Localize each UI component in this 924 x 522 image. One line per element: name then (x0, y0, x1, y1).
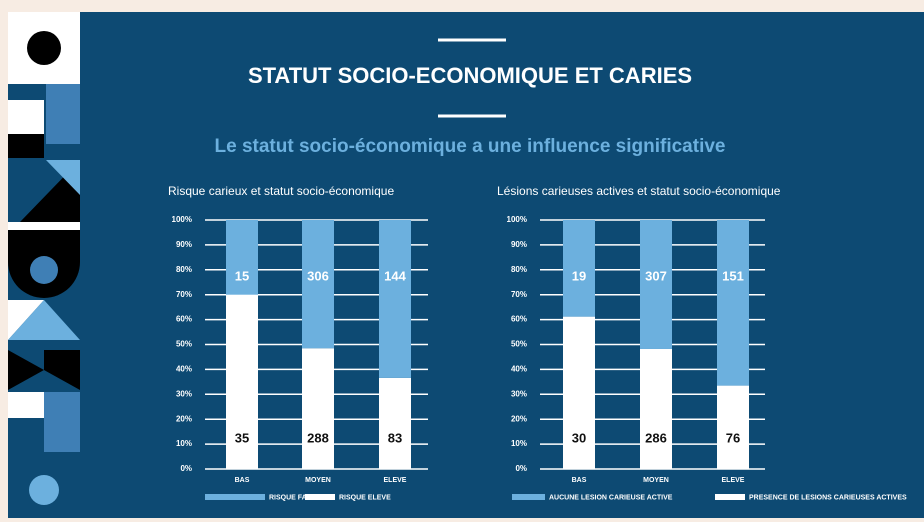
y-tick-label: 90% (176, 240, 192, 249)
y-tick-label: 40% (511, 365, 527, 374)
y-tick-label: 10% (511, 439, 527, 448)
legend-swatch (512, 494, 545, 500)
y-tick-label: 80% (511, 265, 527, 274)
y-tick-label: 50% (511, 340, 527, 349)
bar-segment (640, 220, 672, 349)
count-label: 35 (235, 430, 249, 445)
count-label: 15 (235, 268, 249, 283)
slide-subtitle: Le statut socio-économique a une influen… (215, 136, 726, 157)
y-tick-label: 100% (172, 215, 192, 224)
y-tick-label: 90% (511, 240, 527, 249)
bar-segment (717, 386, 749, 469)
count-label: 288 (307, 430, 329, 445)
y-tick-label: 70% (511, 290, 527, 299)
count-label: 306 (307, 268, 329, 283)
legend-label: AUCUNE LESION CARIEUSE ACTIVE (549, 494, 673, 501)
count-label: 144 (384, 268, 406, 283)
chart-title: Lésions carieuses actives et statut soci… (497, 184, 781, 198)
chart-title: Risque carieux et statut socio-économiqu… (168, 184, 394, 198)
bar-segment (379, 220, 411, 378)
decorative-strip (8, 12, 80, 518)
y-tick-label: 30% (511, 389, 527, 398)
bar-segment (302, 348, 334, 469)
y-tick-label: 20% (176, 414, 192, 423)
y-tick-label: 30% (176, 389, 192, 398)
slide-background (8, 12, 924, 518)
y-tick-label: 60% (176, 315, 192, 324)
count-label: 286 (645, 430, 667, 445)
y-tick-label: 0% (180, 464, 192, 473)
x-tick-label: BAS (235, 477, 250, 484)
bar-segment (379, 378, 411, 469)
count-label: 19 (572, 268, 586, 283)
count-label: 151 (722, 268, 744, 283)
legend-swatch (715, 494, 745, 500)
y-tick-label: 10% (176, 439, 192, 448)
bar-segment (302, 220, 334, 348)
y-tick-label: 0% (515, 464, 527, 473)
bar-segment (563, 317, 595, 469)
y-tick-label: 20% (511, 414, 527, 423)
count-label: 76 (726, 430, 740, 445)
count-label: 307 (645, 268, 667, 283)
x-tick-label: MOYEN (305, 477, 331, 484)
x-tick-label: ELEVE (384, 477, 407, 484)
legend-label: PRESENCE DE LESIONS CARIEUSES ACTIVES (749, 494, 907, 501)
bar-segment (640, 349, 672, 469)
y-tick-label: 50% (176, 340, 192, 349)
legend-swatch (305, 494, 335, 500)
y-tick-label: 100% (507, 215, 527, 224)
y-tick-label: 70% (176, 290, 192, 299)
x-tick-label: BAS (572, 477, 587, 484)
slide-title: STATUT SOCIO-ECONOMIQUE ET CARIES (248, 63, 692, 88)
x-tick-label: MOYEN (643, 477, 669, 484)
y-tick-label: 80% (176, 265, 192, 274)
legend-label: RISQUE ELEVE (339, 494, 391, 501)
bar-segment (717, 220, 749, 386)
slide: STATUT SOCIO-ECONOMIQUE ET CARIES Le sta… (0, 0, 924, 522)
legend-swatch (205, 494, 265, 500)
bar-segment (226, 220, 258, 295)
count-label: 83 (388, 430, 402, 445)
count-label: 30 (572, 430, 586, 445)
x-tick-label: ELEVE (722, 477, 745, 484)
y-tick-label: 60% (511, 315, 527, 324)
y-tick-label: 40% (176, 365, 192, 374)
